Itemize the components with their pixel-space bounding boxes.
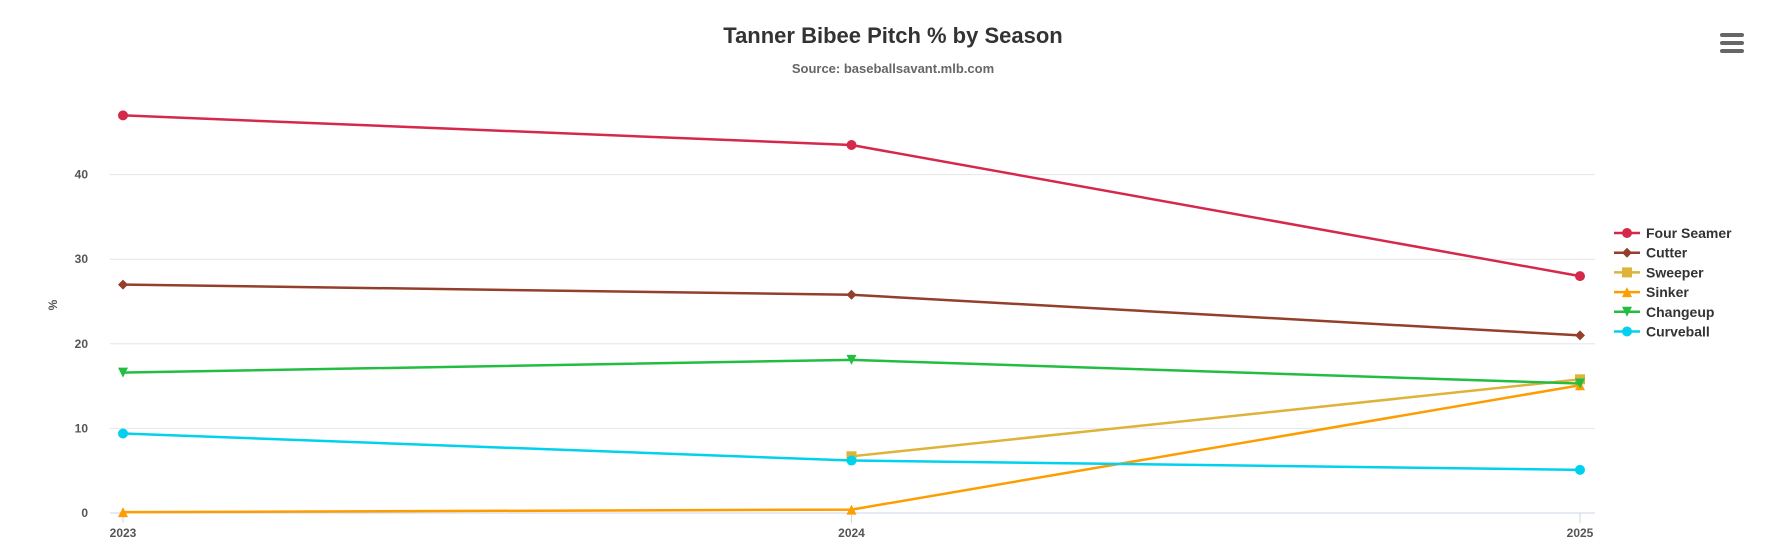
x-tick-label: 2023	[110, 526, 137, 540]
chart-title: Tanner Bibee Pitch % by Season	[723, 23, 1062, 48]
y-axis-label: %	[46, 299, 60, 310]
legend-label: Sinker	[1646, 284, 1689, 300]
legend-label: Changeup	[1646, 304, 1714, 320]
data-point	[1575, 464, 1585, 475]
hamburger-menu-icon[interactable]	[1720, 32, 1744, 62]
y-tick-label: 40	[75, 168, 89, 182]
series-sinker	[118, 380, 1585, 518]
series-cutter	[118, 279, 1585, 341]
legend-item[interactable]: Curveball	[1614, 324, 1710, 340]
legend-item[interactable]: Changeup	[1614, 304, 1714, 320]
y-tick-label: 30	[75, 252, 89, 266]
data-point	[846, 139, 857, 150]
legend-item[interactable]: Sweeper	[1614, 264, 1704, 280]
legend-item[interactable]: Cutter	[1614, 245, 1688, 261]
data-point	[846, 289, 857, 300]
legend-label: Cutter	[1646, 245, 1688, 261]
series-changeup	[118, 354, 1585, 389]
data-point	[846, 354, 857, 365]
legend-label: Four Seamer	[1646, 225, 1732, 241]
data-point	[1575, 271, 1585, 282]
legend-item[interactable]: Sinker	[1614, 284, 1689, 300]
data-point	[1575, 330, 1585, 341]
legend-item[interactable]: Four Seamer	[1614, 225, 1732, 241]
x-tick-label: 2025	[1567, 526, 1594, 540]
data-point	[846, 504, 857, 515]
chart-subtitle: Source: baseballsavant.mlb.com	[792, 61, 994, 76]
y-tick-label: 0	[81, 506, 88, 520]
legend-marker	[1622, 326, 1632, 337]
legend-label: Curveball	[1646, 324, 1710, 340]
legend-label: Sweeper	[1646, 264, 1704, 280]
data-point	[118, 428, 128, 439]
data-point	[846, 455, 857, 466]
series-line	[851, 378, 1581, 458]
series-line	[122, 114, 1581, 278]
series-four-seamer	[118, 110, 1585, 282]
legend-marker	[1622, 287, 1632, 298]
data-point	[1575, 378, 1585, 389]
data-point	[118, 507, 128, 518]
y-tick-label: 10	[75, 421, 89, 435]
data-point	[118, 110, 128, 121]
data-point	[118, 367, 128, 378]
legend-marker	[1622, 267, 1632, 278]
legend-marker	[1622, 228, 1632, 238]
series-curveball	[118, 428, 1585, 475]
data-point	[118, 279, 128, 290]
legend-marker	[1622, 306, 1632, 317]
legend-marker	[1622, 247, 1632, 258]
series-line	[122, 384, 1581, 514]
y-tick-label: 20	[75, 337, 89, 351]
x-tick-label: 2024	[838, 526, 865, 540]
